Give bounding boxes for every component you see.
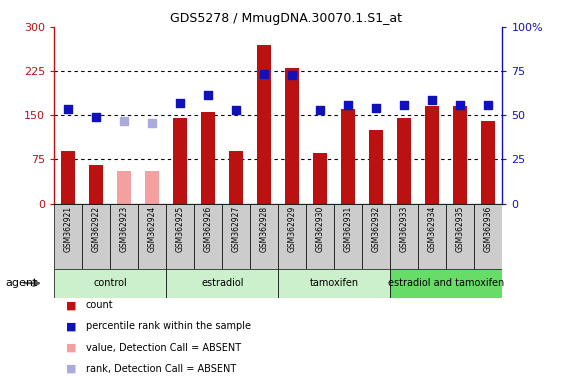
Bar: [313, 154, 327, 204]
Bar: [166, 204, 194, 269]
Point: [456, 101, 465, 108]
Bar: [230, 151, 243, 204]
Point: [176, 100, 185, 106]
Bar: [419, 204, 447, 269]
Point: [64, 106, 73, 113]
Bar: [138, 204, 166, 269]
Point: [232, 108, 241, 114]
Point: [148, 120, 157, 126]
Text: GSM362921: GSM362921: [64, 205, 73, 252]
Text: estradiol: estradiol: [201, 278, 244, 288]
Bar: [307, 204, 335, 269]
Point: [316, 108, 325, 114]
Bar: [397, 118, 412, 204]
Text: agent: agent: [6, 278, 38, 288]
Text: GSM362932: GSM362932: [372, 205, 381, 252]
Point: [92, 114, 101, 120]
Bar: [82, 204, 110, 269]
Bar: [89, 165, 103, 204]
Bar: [335, 204, 363, 269]
Text: GSM362922: GSM362922: [92, 205, 100, 252]
Text: GSM362923: GSM362923: [120, 205, 129, 252]
Bar: [202, 112, 215, 204]
Bar: [481, 121, 496, 204]
Point: [372, 105, 381, 111]
Text: value, Detection Call = ABSENT: value, Detection Call = ABSENT: [86, 343, 241, 353]
Bar: [279, 204, 307, 269]
Bar: [194, 204, 222, 269]
Text: ■: ■: [66, 300, 76, 310]
Bar: [369, 130, 383, 204]
Point: [260, 71, 269, 77]
Bar: [117, 171, 131, 204]
Bar: [453, 106, 468, 204]
Bar: [145, 171, 159, 204]
Text: count: count: [86, 300, 113, 310]
Text: ■: ■: [66, 343, 76, 353]
Bar: [222, 204, 250, 269]
Text: GSM362927: GSM362927: [232, 205, 241, 252]
Text: GSM362935: GSM362935: [456, 205, 465, 252]
Point: [400, 101, 409, 108]
Text: percentile rank within the sample: percentile rank within the sample: [86, 321, 251, 331]
Bar: [286, 68, 299, 204]
Bar: [425, 106, 440, 204]
Text: estradiol and tamoxifen: estradiol and tamoxifen: [388, 278, 505, 288]
Bar: [250, 204, 279, 269]
Point: [204, 91, 213, 98]
Bar: [166, 269, 278, 298]
Text: GSM362934: GSM362934: [428, 205, 437, 252]
Text: GSM362933: GSM362933: [400, 205, 409, 252]
Text: tamoxifen: tamoxifen: [310, 278, 359, 288]
Text: ■: ■: [66, 321, 76, 331]
Point: [484, 101, 493, 108]
Bar: [54, 269, 166, 298]
Point: [288, 72, 297, 78]
Text: GDS5278 / MmugDNA.30070.1.S1_at: GDS5278 / MmugDNA.30070.1.S1_at: [170, 12, 401, 25]
Text: GSM362931: GSM362931: [344, 205, 353, 252]
Bar: [54, 204, 82, 269]
Text: control: control: [94, 278, 127, 288]
Text: GSM362936: GSM362936: [484, 205, 493, 252]
Text: GSM362929: GSM362929: [288, 205, 297, 252]
Text: GSM362924: GSM362924: [148, 205, 157, 252]
Bar: [391, 269, 502, 298]
Text: GSM362925: GSM362925: [176, 205, 185, 252]
Text: rank, Detection Call = ABSENT: rank, Detection Call = ABSENT: [86, 364, 236, 374]
Point: [428, 98, 437, 104]
Point: [344, 101, 353, 108]
Bar: [391, 204, 419, 269]
Bar: [475, 204, 502, 269]
Text: GSM362928: GSM362928: [260, 205, 269, 252]
Text: GSM362926: GSM362926: [204, 205, 213, 252]
Bar: [258, 45, 271, 204]
Bar: [61, 151, 75, 204]
Bar: [363, 204, 391, 269]
Bar: [341, 109, 355, 204]
Bar: [447, 204, 475, 269]
Bar: [174, 118, 187, 204]
Bar: [110, 204, 138, 269]
Text: GSM362930: GSM362930: [316, 205, 325, 252]
Text: ■: ■: [66, 364, 76, 374]
Bar: [279, 269, 391, 298]
Point: [120, 118, 129, 124]
